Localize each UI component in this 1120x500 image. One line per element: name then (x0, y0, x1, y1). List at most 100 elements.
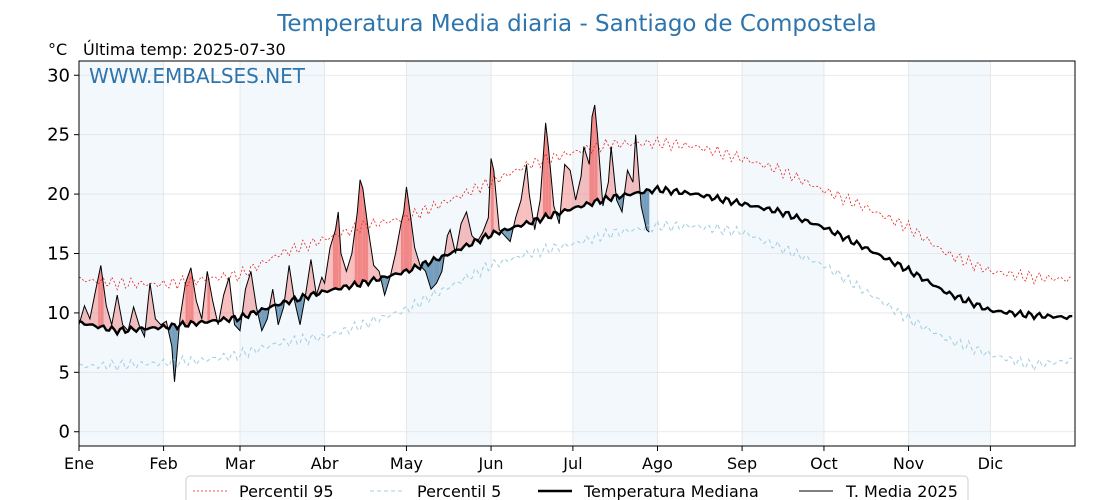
fill-above-median (627, 170, 631, 196)
fill-above-median (469, 223, 472, 247)
fill-above-median (370, 247, 374, 281)
fill-below-median (174, 324, 178, 382)
fill-above-median (458, 223, 462, 250)
series-line-median (78, 184, 1073, 337)
fill-above-median (349, 253, 352, 289)
series-line-actual (78, 104, 650, 382)
fill-below-median (278, 304, 281, 325)
fill-above-median (321, 277, 325, 292)
fill-above-median (450, 229, 453, 254)
fill-below-median (641, 192, 644, 218)
anomaly-fills (79, 104, 650, 382)
fill-above-median (182, 283, 186, 327)
fill-above-median (526, 164, 530, 224)
fill-above-median (250, 271, 254, 312)
fill-above-median (362, 188, 366, 282)
fill-above-median (578, 176, 582, 208)
fill-above-median (570, 170, 573, 211)
fill-below-median (431, 257, 434, 290)
fill-below-median (384, 276, 388, 296)
fill-above-median (638, 170, 642, 206)
fill-above-median (308, 259, 311, 300)
fill-above-median (567, 167, 571, 211)
fill-above-median (114, 295, 118, 335)
fill-above-median (515, 208, 519, 227)
x-tick-label: Jun (478, 454, 504, 473)
y-axis: 0 5 10 15 20 25 30 (47, 65, 79, 443)
fill-above-median (360, 179, 363, 287)
x-tick-label: Dic (978, 454, 1004, 473)
fill-above-median (592, 104, 595, 206)
legend-label-actual: T. Media 2025 (845, 482, 958, 500)
fill-above-median (229, 277, 232, 322)
fill-above-median (597, 134, 601, 204)
fill-above-median (149, 283, 153, 329)
x-tick-label: Ago (642, 454, 673, 473)
fill-above-median (447, 229, 451, 256)
fill-above-median (204, 271, 208, 323)
fill-above-median (335, 211, 339, 290)
legend-label-p5: Percentil 5 (417, 482, 501, 500)
fill-above-median (340, 253, 344, 290)
fill-above-median (491, 158, 494, 237)
fill-above-median (193, 284, 197, 326)
x-axis: Ene Feb Mar Abr May Jun Jul Ago Sep Oct Nov Dic (64, 446, 1003, 473)
fill-above-median (542, 122, 546, 219)
fill-above-median (521, 182, 524, 227)
fill-above-median (130, 306, 134, 330)
fill-below-median (300, 294, 303, 325)
x-tick-label: Oct (810, 454, 838, 473)
legend-label-p95: Percentil 95 (239, 482, 334, 500)
x-tick-label: Feb (149, 454, 177, 473)
legend: Percentil 95 Percentil 5 Temperatura Med… (185, 475, 969, 500)
fill-above-median (98, 265, 101, 329)
fill-above-median (185, 275, 189, 327)
fill-above-median (286, 265, 290, 305)
fill-above-median (395, 238, 399, 274)
fill-above-median (327, 247, 331, 292)
y-tick-label: 25 (47, 125, 70, 146)
fill-above-median (133, 306, 137, 332)
fill-above-median (611, 146, 614, 201)
fill-above-median (92, 291, 96, 327)
fill-above-median (87, 312, 90, 325)
fill-above-median (310, 259, 314, 295)
fill-above-median (351, 232, 355, 286)
fill-above-median (581, 146, 584, 208)
fill-above-median (226, 277, 230, 322)
fill-above-median (188, 267, 191, 327)
fill-above-median (245, 280, 249, 318)
y-tick-label: 15 (47, 244, 70, 265)
fill-above-median (493, 170, 497, 233)
fill-below-median (646, 189, 650, 233)
chart-title: Temperatura Media diaria - Santiago de C… (276, 11, 876, 37)
fill-above-median (463, 211, 467, 247)
fill-above-median (95, 278, 99, 329)
unit-label: °C (48, 40, 67, 59)
fill-below-median (433, 257, 437, 287)
y-tick-label: 5 (59, 362, 70, 383)
fill-above-median (106, 305, 110, 331)
fill-below-median (297, 300, 301, 325)
x-tick-label: May (390, 454, 423, 473)
x-tick-label: Mar (225, 454, 256, 473)
fill-above-median (518, 200, 522, 227)
fill-above-median (411, 226, 415, 271)
y-tick-label: 30 (47, 65, 70, 86)
fill-above-median (209, 286, 213, 322)
series-line-p95 (78, 136, 1073, 291)
fill-above-median (103, 285, 107, 331)
fill-above-median (545, 122, 549, 218)
x-tick-label: Ene (64, 454, 94, 473)
x-tick-label: Abr (311, 454, 339, 473)
fill-below-median (264, 309, 268, 325)
legend-frame (185, 475, 969, 500)
series-lines (78, 104, 1073, 382)
y-tick-label: 20 (47, 184, 70, 205)
fill-above-median (248, 271, 251, 318)
x-tick-label: Nov (893, 454, 924, 473)
series-line-p5 (78, 219, 1073, 373)
fill-above-median (81, 305, 85, 325)
